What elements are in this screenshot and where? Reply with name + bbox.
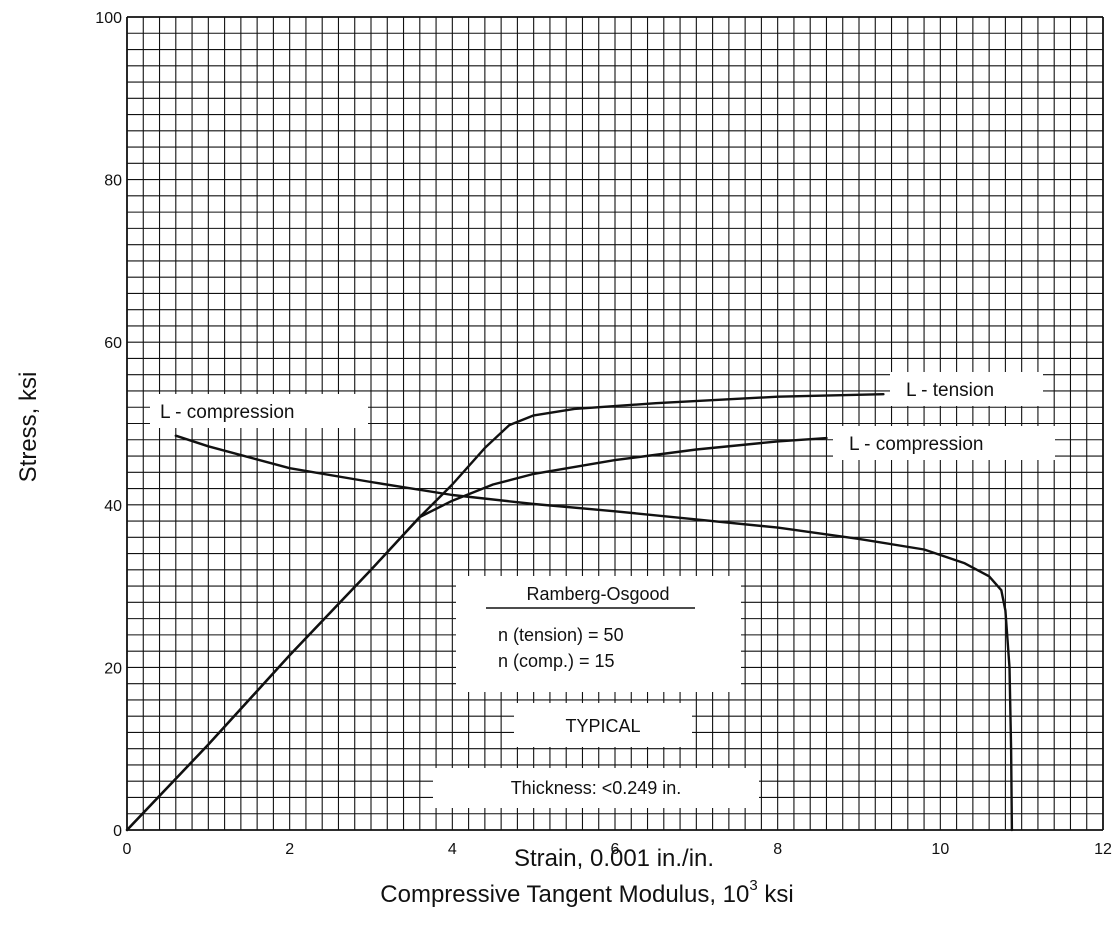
series-line-3 bbox=[174, 434, 1014, 832]
svg-text:L - compression: L - compression bbox=[160, 402, 294, 423]
n-comp-text: n (comp.) = 15 bbox=[498, 651, 615, 671]
series-line-2 bbox=[125, 436, 828, 832]
thickness-box: Thickness: <0.249 in. bbox=[433, 768, 759, 808]
n-tension-text: n (tension) = 50 bbox=[498, 625, 624, 645]
x-tick-label: 2 bbox=[285, 841, 294, 858]
x-tick-label: 0 bbox=[123, 841, 132, 858]
label-compression-left: L - compression bbox=[150, 394, 368, 428]
y-tick-label: 40 bbox=[104, 498, 122, 515]
ramberg-osgood-box: Ramberg-Osgood n (tension) = 50 n (comp.… bbox=[456, 576, 741, 692]
y-tick-label: 20 bbox=[104, 660, 122, 677]
x-tick-label: 6 bbox=[611, 841, 620, 858]
y-tick-label: 80 bbox=[104, 173, 122, 190]
x-tick-label: 12 bbox=[1094, 841, 1112, 858]
typical-box: TYPICAL bbox=[514, 703, 692, 747]
svg-text:TYPICAL: TYPICAL bbox=[565, 716, 640, 736]
svg-text:Thickness: <0.249 in.: Thickness: <0.249 in. bbox=[511, 778, 682, 798]
curves bbox=[125, 393, 1014, 832]
label-compression-right: L - compression bbox=[833, 426, 1055, 460]
svg-text:L - tension: L - tension bbox=[906, 380, 994, 401]
label-tension: L - tension bbox=[890, 372, 1043, 406]
x-tick-label: 10 bbox=[931, 841, 949, 858]
tick-labels: 0 2 4 6 8 10 12 0 20 40 60 80 100 bbox=[95, 10, 1112, 858]
y-tick-label: 60 bbox=[104, 335, 122, 352]
x-axis-title: Strain, 0.001 in./in. bbox=[514, 845, 714, 872]
y-tick-label: 100 bbox=[95, 10, 122, 27]
ramberg-osgood-title: Ramberg-Osgood bbox=[526, 584, 669, 604]
x-tick-label: 4 bbox=[448, 841, 457, 858]
y-tick-label: 0 bbox=[113, 823, 122, 840]
x-tick-label: 8 bbox=[773, 841, 782, 858]
x-axis-title-2: Compressive Tangent Modulus, 103 ksi bbox=[380, 877, 793, 908]
svg-text:L - compression: L - compression bbox=[849, 434, 983, 455]
y-axis-title: Stress, ksi bbox=[15, 372, 42, 483]
